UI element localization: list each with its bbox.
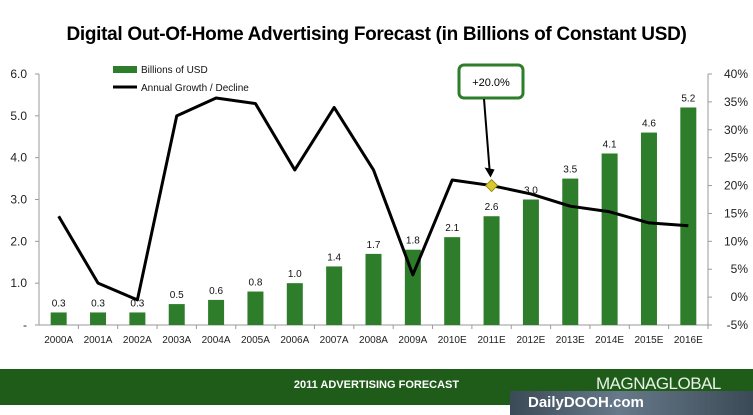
- bar-2004A: [208, 299, 225, 325]
- footer-title: 2011 ADVERTISING FORECAST: [293, 379, 460, 391]
- bar-value-label: 1.7: [367, 240, 381, 251]
- bar-value-label: 1.4: [327, 252, 341, 263]
- callout-box: [457, 63, 525, 100]
- bar-2000A: [50, 312, 67, 325]
- y-right-tick-label: -5%: [727, 318, 749, 332]
- bar-value-label: 3.0: [524, 186, 538, 197]
- bar-2002A: [129, 312, 146, 325]
- bar-2014E: [601, 153, 618, 325]
- x-tick-label: 2013E: [556, 335, 585, 346]
- x-tick-label: 2010E: [438, 335, 467, 346]
- brand-logo: MAGNAGLOBAL: [596, 374, 721, 393]
- bar-2008A: [365, 253, 382, 325]
- y-left-tick-label: -: [23, 318, 27, 332]
- y-left-tick-label: 1.0: [10, 276, 27, 290]
- bar-2016E: [680, 107, 697, 325]
- callout-arrowhead: [484, 167, 495, 178]
- x-tick-label: 2015E: [635, 335, 664, 346]
- y-right-tick-label: 5%: [731, 262, 749, 276]
- x-tick-label: 2011E: [477, 335, 506, 346]
- bar-value-label: 4.1: [603, 139, 617, 150]
- bar-2001A: [90, 312, 107, 325]
- bar-value-label: 5.2: [681, 93, 695, 104]
- x-tick-label: 2005A: [241, 335, 270, 346]
- bar-value-label: 0.3: [91, 298, 105, 309]
- bar-2010E: [444, 237, 461, 325]
- watermark: DailyDOOH.com: [510, 391, 753, 415]
- x-tick-label: 2000A: [44, 335, 73, 346]
- x-tick-label: 2004A: [202, 335, 231, 346]
- y-right-tick-label: 15%: [724, 206, 748, 220]
- x-tick-label: 2008A: [359, 335, 388, 346]
- bar-value-label: 4.6: [642, 119, 656, 130]
- x-tick-label: 2003A: [162, 335, 191, 346]
- x-tick-label: 2014E: [595, 335, 624, 346]
- bar-value-label: 3.5: [563, 165, 577, 176]
- callout-marker: [484, 178, 499, 193]
- legend-label-line: Annual Growth / Decline: [141, 83, 249, 94]
- bar-2011E: [483, 216, 500, 325]
- y-right-tick-label: 10%: [724, 234, 748, 248]
- legend-swatch-bars: [113, 66, 137, 73]
- y-left-tick-label: 6.0: [10, 67, 27, 81]
- y-left-tick-label: 4.0: [10, 151, 27, 165]
- bar-2003A: [168, 304, 185, 325]
- bar-2012E: [522, 199, 539, 325]
- x-tick-label: 2007A: [320, 335, 349, 346]
- bar-value-label: 1.8: [406, 236, 420, 247]
- bar-2015E: [640, 132, 657, 325]
- callout-text: +20.0%: [472, 77, 510, 89]
- bar-value-label: 0.5: [170, 290, 184, 301]
- callout-arrow-line: [483, 98, 491, 170]
- chart-title: Digital Out-Of-Home Advertising Forecast…: [66, 24, 687, 45]
- y-left-tick-label: 2.0: [10, 234, 27, 248]
- x-tick-label: 2009A: [398, 335, 427, 346]
- x-tick-label: 2001A: [84, 335, 113, 346]
- legend-label-bars: Billions of USD: [141, 65, 208, 76]
- bar-value-label: 2.1: [445, 223, 459, 234]
- y-right-tick-label: 25%: [724, 151, 748, 165]
- x-tick-label: 2016E: [674, 335, 703, 346]
- bar-value-label: 0.8: [248, 278, 262, 289]
- growth-line: [57, 96, 689, 302]
- x-tick-label: 2012E: [516, 335, 545, 346]
- bar-value-label: 0.3: [52, 298, 66, 309]
- bar-value-label: 0.6: [209, 286, 223, 297]
- bar-2013E: [562, 178, 579, 325]
- y-right-tick-label: 40%: [724, 67, 748, 81]
- bar-value-label: 1.0: [288, 269, 302, 280]
- y-left-tick-label: 3.0: [10, 193, 27, 207]
- y-right-tick-label: 35%: [724, 95, 748, 109]
- bar-value-label: 2.6: [485, 202, 499, 213]
- bar-value-label: 0.3: [130, 298, 144, 309]
- bar-2007A: [326, 266, 343, 325]
- bar-2006A: [286, 283, 303, 325]
- x-tick-label: 2002A: [123, 335, 152, 346]
- x-tick-label: 2006A: [280, 335, 309, 346]
- bar-2005A: [247, 291, 264, 325]
- y-right-tick-label: 30%: [724, 123, 748, 137]
- y-left-tick-label: 5.0: [10, 109, 27, 123]
- y-right-tick-label: 0%: [731, 290, 749, 304]
- y-right-tick-label: 20%: [724, 179, 748, 193]
